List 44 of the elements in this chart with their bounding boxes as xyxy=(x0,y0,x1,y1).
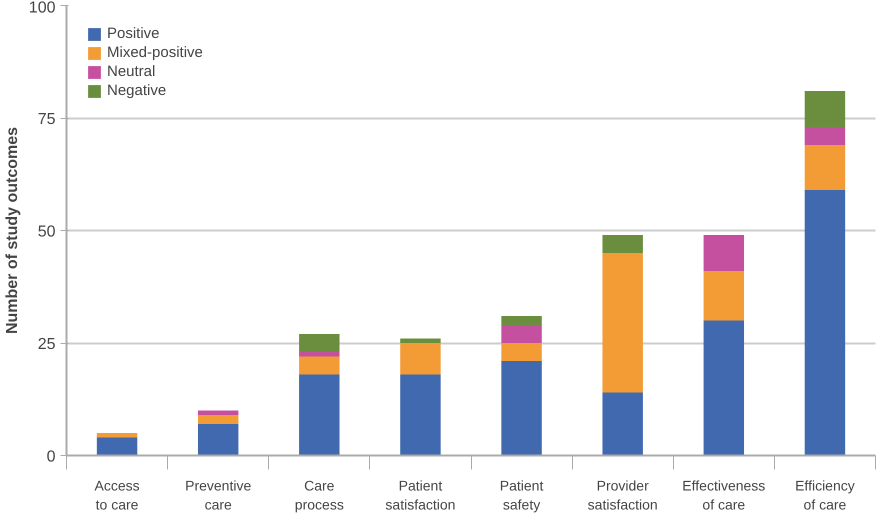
legend-label: Mixed-positive xyxy=(107,44,203,61)
bar xyxy=(299,356,340,374)
x-tick-label: Provider satisfaction xyxy=(588,478,658,513)
y-tick-label: 25 xyxy=(38,336,56,353)
x-tick-label: Patient safety xyxy=(500,478,544,513)
legend-label: Neutral xyxy=(107,63,156,80)
bar xyxy=(501,325,542,343)
bar xyxy=(501,316,542,325)
y-tick-label: 0 xyxy=(46,448,56,466)
y-tick-label: 50 xyxy=(38,224,56,240)
bar xyxy=(704,235,744,271)
bar xyxy=(400,343,441,374)
bar xyxy=(299,352,340,356)
bar xyxy=(96,433,138,438)
bar xyxy=(96,438,138,456)
legend-label: Positive xyxy=(107,25,160,42)
y-tick-label: 75 xyxy=(38,111,56,128)
bar xyxy=(198,415,238,424)
x-tick-label: Patient satisfaction xyxy=(385,478,456,513)
bar xyxy=(704,320,744,456)
bar xyxy=(501,343,542,361)
bar xyxy=(704,271,744,320)
bar xyxy=(299,334,340,352)
x-tick-label: Efficiency of care xyxy=(795,478,855,513)
bar xyxy=(602,253,643,392)
bar xyxy=(804,145,846,190)
y-tick-label: 100 xyxy=(28,0,56,16)
bar xyxy=(400,374,441,456)
x-tick-label: Preventive care xyxy=(185,478,252,513)
bar xyxy=(804,190,846,456)
bar xyxy=(400,338,441,343)
y-axis-title: Number of study outcomes xyxy=(4,126,21,334)
bar xyxy=(602,235,643,253)
bar xyxy=(804,127,846,145)
bar xyxy=(198,410,238,415)
x-tick-label: Access to care xyxy=(94,478,140,513)
bar xyxy=(602,392,643,456)
bar xyxy=(198,424,238,456)
x-tick-label: Care process xyxy=(294,478,344,513)
bar xyxy=(299,374,340,456)
legend-label: Negative xyxy=(107,82,166,99)
bar xyxy=(804,91,846,127)
x-tick-label: Effectiveness of care xyxy=(682,478,766,513)
bar xyxy=(501,361,542,456)
